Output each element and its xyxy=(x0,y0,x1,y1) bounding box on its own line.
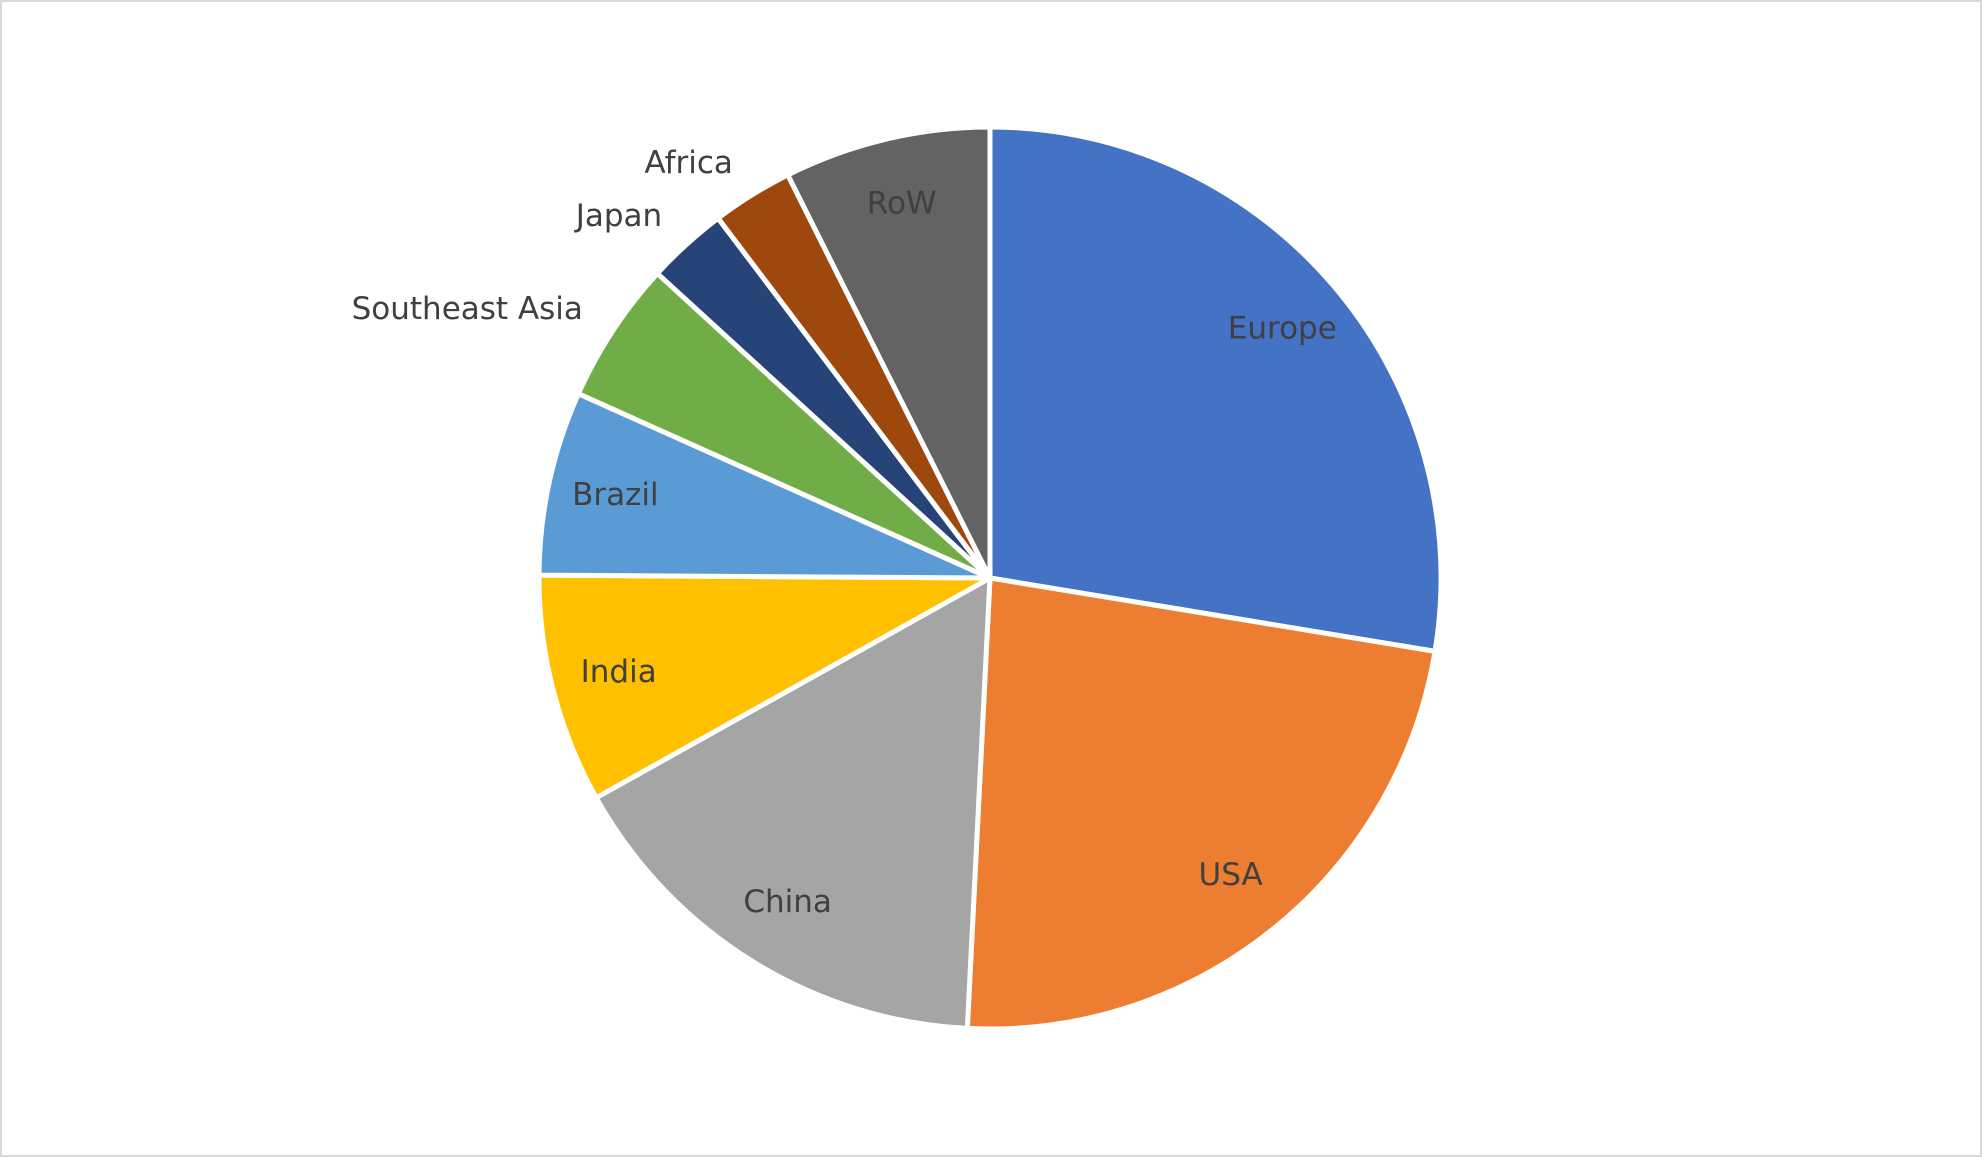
slice-label: Europe xyxy=(1228,310,1337,346)
pie-slice xyxy=(964,575,1438,1032)
pie-slice xyxy=(575,270,993,581)
slice-label: India xyxy=(581,654,657,690)
pie-slice xyxy=(536,572,993,801)
pie-slice xyxy=(536,391,993,581)
slice-label: USA xyxy=(1199,857,1263,893)
slice-label: Africa xyxy=(644,145,732,181)
pie-slice xyxy=(987,124,1444,654)
slice-label: Brazil xyxy=(572,477,659,513)
pie-slice xyxy=(593,575,993,1031)
pie-slice xyxy=(785,124,993,581)
slice-label: Japan xyxy=(574,198,662,234)
slice-label: Southeast Asia xyxy=(352,291,583,327)
slice-label: China xyxy=(743,884,832,920)
slice-label: RoW xyxy=(867,185,937,221)
